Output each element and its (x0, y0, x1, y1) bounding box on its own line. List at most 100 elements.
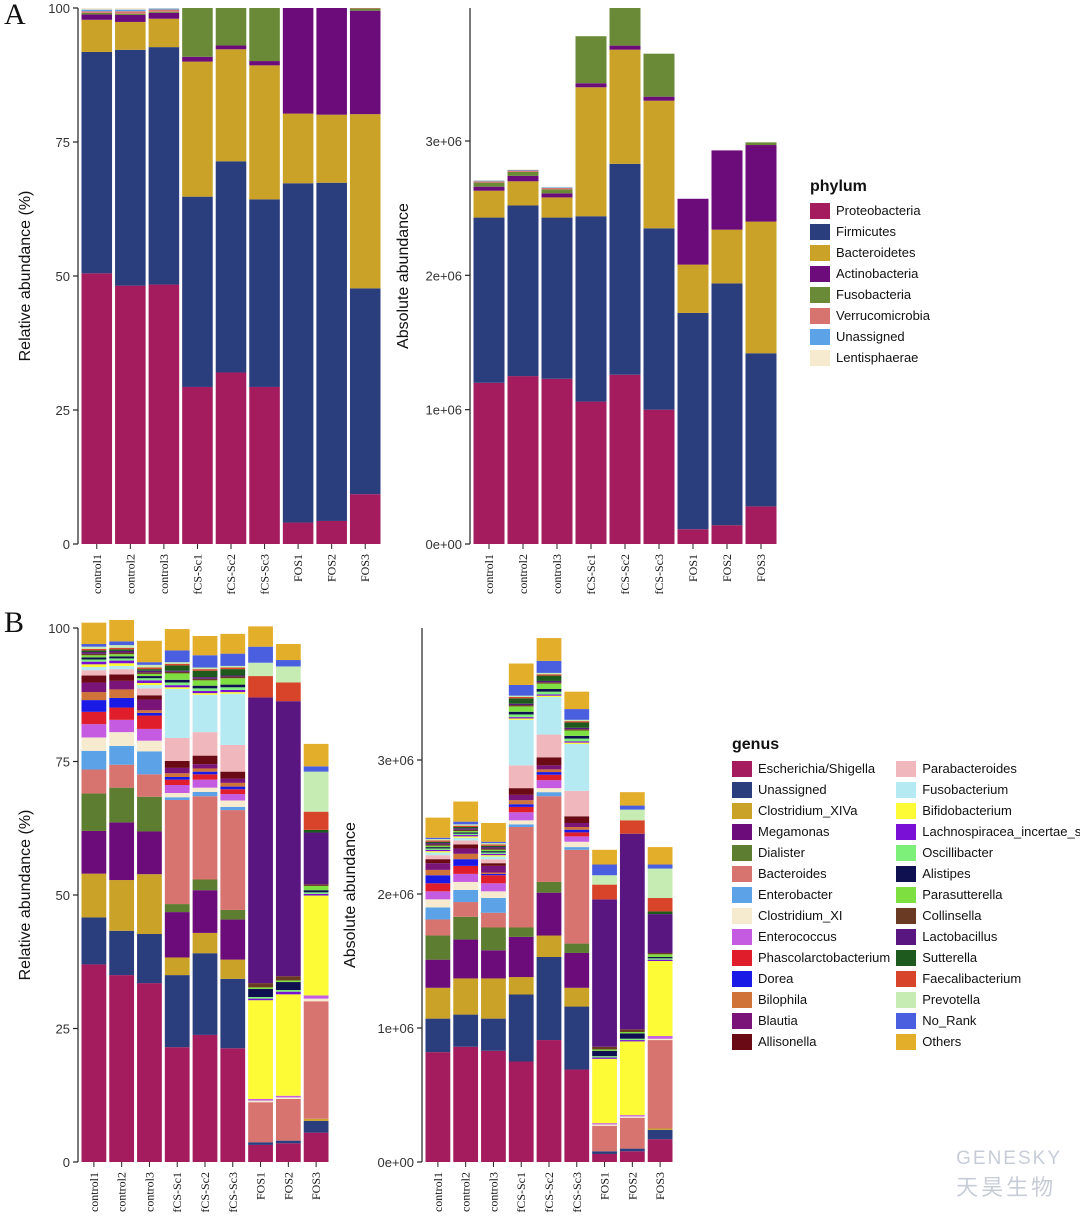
bar-segment (541, 188, 573, 190)
y-tick-label: 75 (56, 135, 70, 150)
legend-swatch (896, 802, 917, 819)
bar-segment (592, 1056, 617, 1058)
bar-segment (303, 829, 329, 833)
bar-segment (249, 8, 280, 62)
bar-segment (453, 821, 479, 825)
legend-swatch (732, 886, 752, 903)
bar-segment (215, 49, 247, 162)
bar-segment (81, 648, 107, 651)
bar-segment (619, 1033, 645, 1039)
bar-segment (647, 1036, 673, 1039)
bar-segment (507, 205, 539, 377)
legend-label: No_Rank (922, 1013, 977, 1028)
bar-segment (137, 688, 162, 696)
bar-segment (220, 771, 246, 779)
bar-segment (592, 884, 617, 900)
legend-swatch (810, 349, 830, 366)
bar-segment (109, 652, 135, 655)
bar-segment (303, 998, 329, 1002)
bar-segment (453, 1014, 479, 1047)
bar-segment (81, 644, 107, 647)
bar-segment (592, 1046, 617, 1050)
bar-segment (481, 1050, 506, 1162)
bar-segment (349, 494, 381, 544)
bar-segment (182, 61, 213, 197)
bar-segment (536, 1040, 562, 1162)
bar-segment (453, 824, 479, 826)
y-tick-label: 3e+06 (377, 753, 414, 768)
x-tick-label: control1 (482, 554, 496, 594)
bar-segment (619, 809, 645, 821)
bar-segment (220, 678, 246, 685)
bar-segment (425, 844, 451, 846)
legend-item: Fusobacterium (896, 779, 1080, 800)
bar-segment (148, 12, 180, 19)
bar-segment (619, 833, 645, 1030)
bar-segment (536, 881, 562, 893)
bar-segment (536, 757, 562, 766)
y-tick-label: 50 (56, 269, 70, 284)
legend-label: Firmicutes (836, 224, 896, 239)
bar-segment (508, 697, 534, 699)
legend-item: Escherichia/Shigella (732, 758, 890, 779)
bar-segment (481, 978, 506, 1019)
bar-segment (425, 848, 451, 850)
bar-segment (453, 859, 479, 866)
bar-segment (647, 847, 673, 865)
bar-segment (481, 844, 506, 846)
legend-item: Dorea (732, 968, 890, 989)
bar-segment (536, 796, 562, 882)
y-tick-label: 25 (56, 1022, 70, 1037)
bar-segment (248, 1102, 273, 1143)
bar-segment (192, 670, 218, 678)
bar-segment (481, 927, 506, 951)
bar-segment (164, 671, 190, 674)
bar-segment (81, 8, 113, 10)
bar-segment (745, 353, 777, 507)
legend-item: Enterococcus (732, 926, 890, 947)
bar-segment (564, 836, 590, 842)
bar-segment (192, 791, 218, 797)
bar-segment (564, 987, 590, 1007)
bar-segment (282, 183, 314, 523)
bar-segment (137, 712, 162, 716)
legend-label: Proteobacteria (836, 203, 921, 218)
bar-segment (192, 678, 218, 681)
bar-segment (81, 964, 107, 1162)
x-tick-label: FOS2 (625, 1172, 639, 1200)
bar-segment (647, 959, 673, 961)
bar-segment (220, 794, 246, 801)
y-tick-label: 100 (48, 621, 70, 636)
bar-segment (481, 851, 506, 853)
legend-swatch (732, 802, 752, 819)
y-tick-label: 0 (63, 537, 70, 552)
bar-segment (81, 9, 113, 12)
bar-segment (275, 982, 301, 991)
bar-segment (473, 190, 505, 218)
bar-segment (275, 980, 301, 983)
x-tick-label: FOS2 (281, 1172, 295, 1200)
x-tick-label: fCS-Sc3 (258, 554, 272, 595)
bar-segment (164, 784, 190, 794)
bar-segment (745, 506, 777, 544)
bar-segment (643, 409, 675, 544)
bar-segment (303, 884, 329, 886)
bar-segment (481, 855, 506, 857)
bar-segment (137, 667, 162, 670)
bar-segment (248, 983, 273, 988)
bar-segment (481, 865, 506, 873)
bar-segment (192, 655, 218, 668)
legend-genus: genus Escherichia/Shigella Unassigned Clos… (732, 736, 1080, 1052)
bar-segment (81, 646, 107, 649)
x-tick-label: fCS-Sc1 (514, 1172, 528, 1213)
bar-segment (564, 1006, 590, 1070)
bar-segment (536, 660, 562, 673)
legend-label: Unassigned (758, 782, 827, 797)
bar-segment (137, 678, 162, 681)
y-tick-label: 75 (56, 755, 70, 770)
bar-segment (564, 841, 590, 848)
bar-segment (137, 680, 162, 684)
bar-segment (220, 919, 246, 960)
bar-segment (192, 680, 218, 686)
bar-segment (536, 674, 562, 676)
